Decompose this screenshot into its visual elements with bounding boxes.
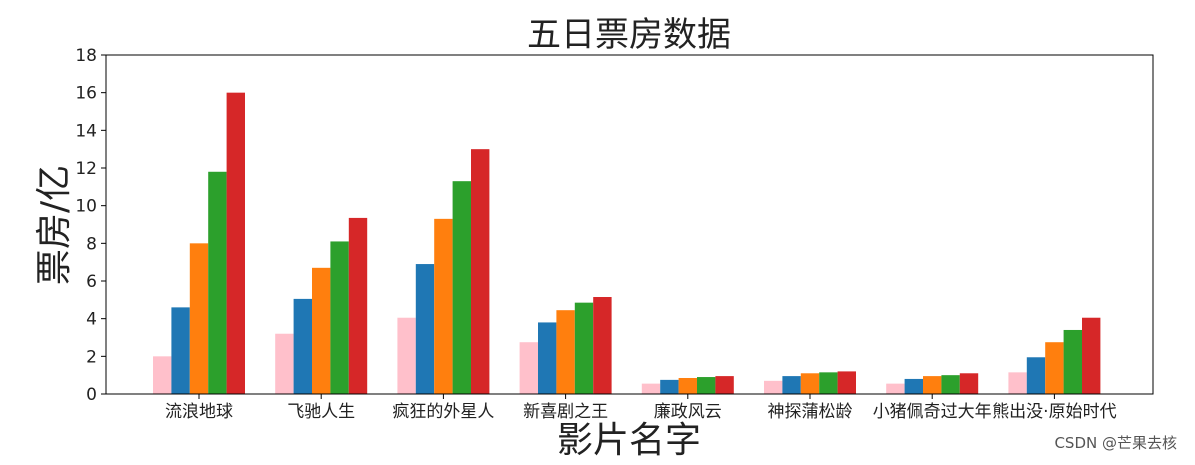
x-tick-label: 新喜剧之王 bbox=[523, 402, 608, 422]
bar bbox=[330, 241, 349, 394]
bar bbox=[397, 317, 416, 394]
x-tick-label: 疯狂的外星人 bbox=[392, 402, 494, 422]
x-tick-label: 小猪佩奇过大年 bbox=[873, 402, 992, 422]
bar bbox=[275, 333, 294, 394]
watermark: CSDN @芒果去核 bbox=[1054, 434, 1177, 452]
x-tick-label: 飞驰人生 bbox=[287, 402, 355, 422]
bar bbox=[434, 218, 453, 394]
bar bbox=[1026, 357, 1046, 394]
bar bbox=[348, 217, 368, 394]
bar bbox=[452, 181, 471, 394]
y-tick-label: 14 bbox=[75, 121, 97, 141]
y-tick-label: 18 bbox=[75, 46, 97, 66]
bar bbox=[800, 373, 820, 394]
y-tick-label: 10 bbox=[75, 197, 97, 217]
bar bbox=[153, 356, 172, 394]
bar bbox=[1045, 342, 1064, 394]
bar bbox=[641, 383, 661, 394]
bar bbox=[941, 375, 960, 394]
x-axis-ticks: 流浪地球 飞驰人生 疯狂的外星人 新喜剧之王 廉政风云 神探蒲松龄 小猪佩奇过大年 熊出没·原… bbox=[165, 394, 1117, 422]
y-tick-label: 16 bbox=[75, 84, 97, 104]
bar bbox=[574, 302, 594, 394]
bar bbox=[293, 298, 312, 394]
y-tick-label: 12 bbox=[75, 159, 97, 179]
y-axis-ticks: 0 2 4 6 8 10 12 14 16 18 bbox=[75, 46, 106, 405]
bar bbox=[1008, 372, 1027, 394]
bar bbox=[837, 371, 856, 394]
bar bbox=[886, 383, 905, 394]
bar bbox=[556, 310, 575, 394]
bar bbox=[782, 376, 801, 394]
x-tick-label: 廉政风云 bbox=[654, 402, 722, 422]
bar bbox=[764, 380, 783, 394]
bar bbox=[312, 267, 331, 394]
bar bbox=[189, 243, 209, 394]
bar bbox=[959, 373, 979, 394]
y-tick-label: 6 bbox=[86, 272, 97, 292]
bar bbox=[593, 297, 612, 394]
bar bbox=[904, 378, 923, 394]
y-tick-label: 0 bbox=[86, 385, 97, 405]
bar bbox=[923, 376, 942, 394]
y-tick-label: 4 bbox=[86, 310, 97, 330]
y-tick-label: 8 bbox=[86, 234, 97, 254]
plot-frame bbox=[105, 54, 1154, 395]
x-tick-label: 熊出没·原始时代 bbox=[992, 402, 1116, 422]
x-axis-label: 影片名字 bbox=[557, 420, 701, 461]
bar bbox=[471, 149, 490, 394]
y-axis-label: 票房/亿 bbox=[34, 165, 75, 285]
bar bbox=[415, 264, 435, 394]
bars-group bbox=[153, 92, 1101, 395]
bar bbox=[715, 376, 734, 394]
bar bbox=[208, 171, 227, 394]
bar bbox=[697, 377, 716, 394]
x-tick-label: 神探蒲松龄 bbox=[768, 402, 853, 422]
bar bbox=[819, 372, 838, 394]
x-tick-label: 流浪地球 bbox=[165, 402, 233, 422]
chart-title: 五日票房数据 bbox=[527, 15, 731, 55]
bar bbox=[171, 307, 190, 394]
bar bbox=[1082, 317, 1101, 394]
bar bbox=[660, 379, 679, 394]
y-tick-label: 2 bbox=[86, 347, 97, 367]
bar bbox=[538, 322, 557, 394]
bar bbox=[226, 92, 245, 395]
bar bbox=[678, 377, 697, 394]
bar bbox=[1063, 329, 1082, 394]
bar bbox=[519, 342, 538, 394]
